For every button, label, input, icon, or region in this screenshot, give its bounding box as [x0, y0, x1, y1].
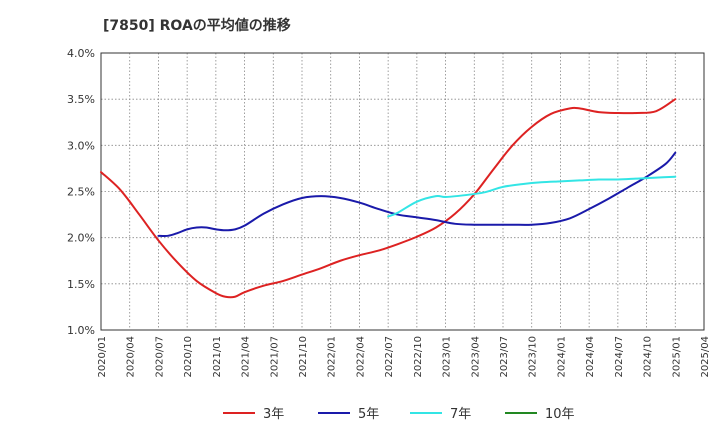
y-tick-label: 3.0% [67, 139, 95, 152]
y-tick-label: 2.5% [67, 186, 95, 199]
x-tick-label: 2022/04 [355, 336, 366, 378]
plot-area [100, 52, 705, 331]
x-tick-label: 2021/07 [269, 336, 280, 378]
x-tick-label: 2023/04 [470, 336, 481, 378]
series-lines [100, 98, 677, 299]
y-tick-label: 1.0% [67, 324, 95, 337]
x-tick-label: 2023/01 [442, 336, 453, 378]
x-tick-label: 2021/10 [298, 336, 309, 378]
series-line-1 [157, 151, 677, 238]
series-line-0 [100, 98, 677, 299]
y-tick-label: 2.0% [67, 232, 95, 245]
y-axis-ticks: 1.0% 1.5% 2.0% 2.5% 3.0% 3.5% 4.0% [67, 47, 95, 337]
y-tick-label: 4.0% [67, 47, 95, 60]
grid [101, 53, 704, 330]
x-axis-ticks: 2020/01 2020/04 2020/07 2020/10 2021/01 2021/… [97, 336, 711, 378]
x-tick-label: 2025/01 [671, 336, 682, 378]
x-tick-label: 2022/07 [384, 336, 395, 378]
legend-label: 5年 [358, 407, 379, 422]
x-tick-label: 2024/07 [614, 336, 625, 378]
y-tick-label: 1.5% [67, 278, 95, 291]
x-tick-label: 2020/04 [126, 336, 137, 378]
legend-label: 7年 [450, 407, 471, 422]
x-tick-label: 2025/04 [700, 336, 711, 378]
x-tick-label: 2022/01 [327, 336, 338, 378]
x-tick-label: 2023/07 [499, 336, 510, 378]
x-tick-label: 2020/01 [97, 336, 108, 378]
x-tick-label: 2020/07 [154, 336, 165, 378]
x-tick-label: 2020/10 [183, 336, 194, 378]
x-tick-label: 2021/04 [241, 336, 252, 378]
legend: 3年 5年 7年 10年 [223, 407, 575, 422]
x-tick-label: 2024/10 [643, 336, 654, 378]
legend-label: 3年 [263, 407, 284, 422]
x-tick-label: 2024/04 [585, 336, 596, 378]
x-tick-label: 2022/10 [413, 336, 424, 378]
x-tick-label: 2024/01 [556, 336, 567, 378]
chart-title: [7850] ROAの平均値の推移 [103, 17, 291, 34]
x-tick-label: 2023/10 [528, 336, 539, 378]
x-tick-label: 2021/01 [212, 336, 223, 378]
series-line-2 [387, 175, 677, 218]
y-tick-label: 3.5% [67, 93, 95, 106]
legend-label: 10年 [545, 407, 575, 422]
